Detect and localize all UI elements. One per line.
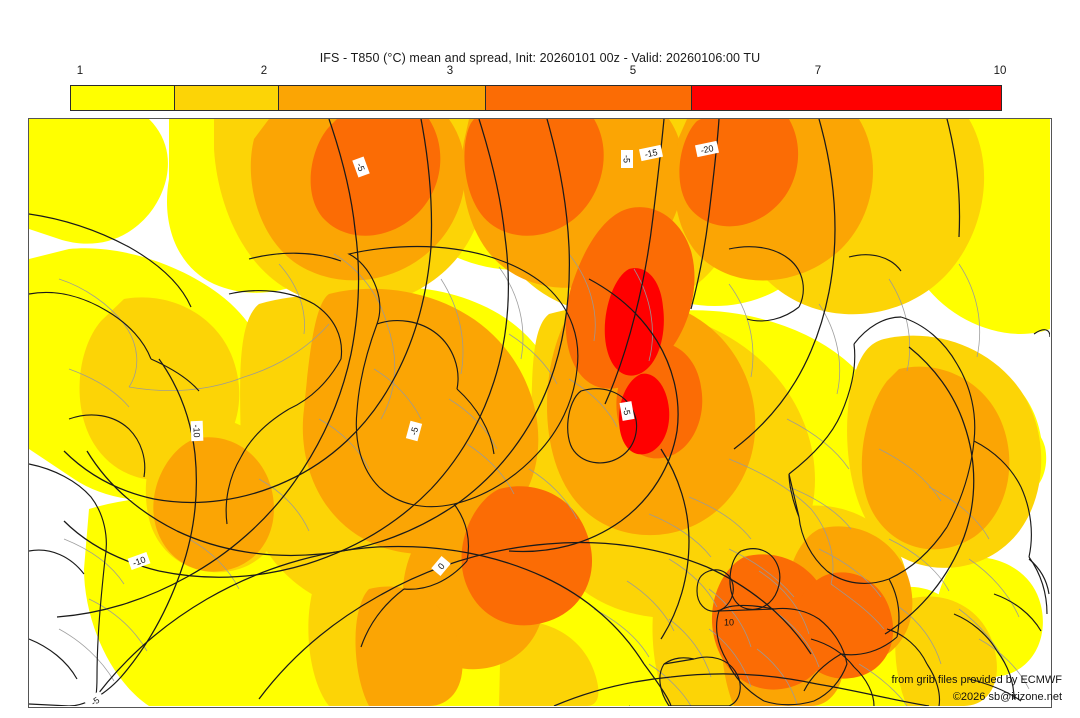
contour-label: 0 [431,556,451,576]
contour-label: 10 [724,617,734,627]
svg-text:-5: -5 [409,426,421,436]
page-title: IFS - T850 (°C) mean and spread, Init: 2… [319,51,761,65]
svg-text:-20: -20 [700,143,715,155]
svg-text:-10: -10 [131,554,147,568]
colorbar-segment-3-5 [278,86,486,110]
map-canvas[interactable]: -20 -15 -5 -5 [28,118,1052,708]
svg-text:-5: -5 [622,155,632,163]
colorbar-gradient [70,85,1002,111]
colorbar: 1 2 3 5 7 10 [70,65,1006,111]
colorbar-tick-3: 3 [446,65,454,77]
coastlines [29,213,1050,706]
contour-label: -5 [352,156,370,178]
contour-label: -15 [638,144,664,162]
contour-label: -10 [127,551,151,571]
contour-label-group: -20 -15 -5 -5 [84,140,734,706]
contour-label: -5 [619,401,635,421]
colorbar-segment-5-7 [485,86,693,110]
colorbar-tick-7: 7 [814,65,822,77]
svg-text:-5: -5 [621,406,632,416]
svg-text:0: 0 [436,561,447,571]
contour-label: -5 [405,420,423,442]
svg-text:-15: -15 [644,147,659,159]
svg-text:-10: -10 [191,424,201,437]
spread-band-7-10 [604,268,670,455]
colorbar-tick-2: 2 [260,65,268,77]
mean-contours [56,119,975,706]
country-borders [58,253,1030,706]
contour-label: -20 [694,140,720,158]
colorbar-tick-10: 10 [993,65,1007,77]
spread-band-5-7 [310,119,894,690]
contour-label: -5 [84,690,106,706]
colorbar-segment-7-10 [692,86,1002,110]
svg-text:-5: -5 [355,162,367,173]
contour-label: -10 [190,420,204,442]
colorbar-segment-1-2 [71,86,175,110]
credit-source: from grib files provided by ECMWF [891,674,1062,686]
credit-copyright: ©2026 sb@irizone.net [952,691,1062,703]
colorbar-tick-5: 5 [629,65,637,77]
contour-label: -5 [621,150,633,168]
svg-text:10: 10 [724,617,734,627]
colorbar-segment-2-3 [174,86,279,110]
colorbar-tick-1: 1 [76,65,84,77]
svg-text:-5: -5 [89,695,101,706]
